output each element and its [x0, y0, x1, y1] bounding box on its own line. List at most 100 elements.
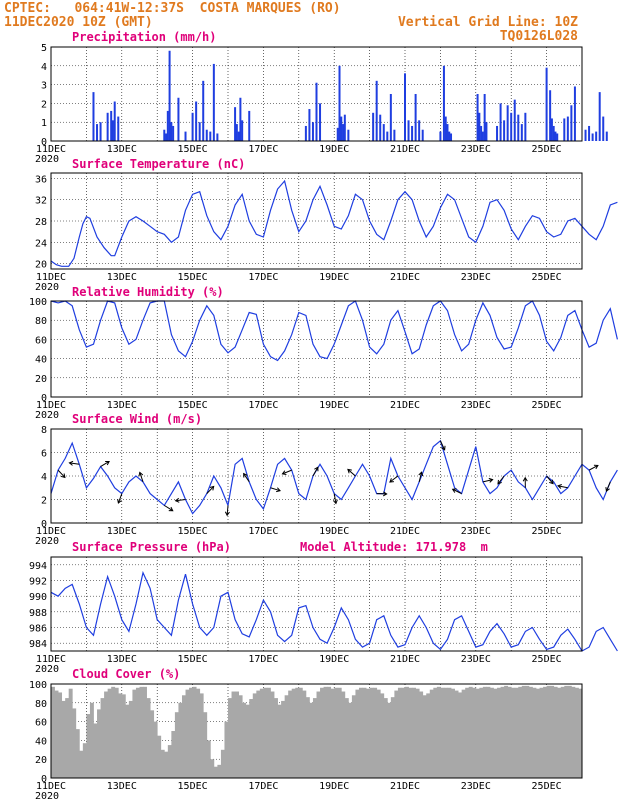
precip-bar: [567, 117, 569, 141]
rh-ytick-label: 40: [35, 355, 47, 366]
temp-ytick-label: 20: [35, 260, 47, 271]
cloud-bar: [263, 688, 267, 778]
precip-bar: [316, 83, 318, 141]
cloud-xtick-label: 25DEC: [532, 781, 562, 792]
precip-bar: [404, 73, 406, 141]
wind-xtick-label: 19DEC: [319, 526, 349, 537]
precip-year-label: 2020: [35, 154, 59, 165]
cloud-bar: [175, 712, 179, 778]
precip-bar: [524, 113, 526, 141]
cloud-bar: [235, 692, 239, 778]
precip-xtick-label: 13DEC: [107, 144, 137, 155]
precip-bar: [588, 126, 590, 141]
cloud-bar: [405, 687, 409, 778]
wind-xtick-label: 13DEC: [107, 526, 137, 537]
cloud-bar: [423, 695, 427, 778]
cloud-bar: [171, 731, 175, 778]
cloud-bar: [249, 699, 253, 778]
cloud-bar: [529, 687, 533, 778]
precip-bar: [337, 128, 339, 141]
precip-bar: [446, 124, 448, 141]
cloud-bar: [348, 703, 352, 778]
cloud-bar: [111, 687, 115, 778]
wind-xtick-label: 15DEC: [178, 526, 208, 537]
cloud-bar: [412, 688, 416, 778]
cloud-bar: [115, 688, 119, 778]
wind-year-label: 2020: [35, 536, 59, 547]
precip-bar: [312, 122, 314, 141]
precip-bar: [496, 126, 498, 141]
cloud-bar: [147, 698, 151, 778]
cloud-year-label: 2020: [35, 791, 59, 800]
wind-xtick-label: 17DEC: [248, 526, 278, 537]
cloud-bar: [210, 759, 214, 778]
precip-bar: [342, 124, 344, 141]
temp-ytick-label: 28: [35, 217, 47, 228]
precip-xtick-label: 23DEC: [461, 144, 491, 155]
cloud-bar: [281, 701, 285, 778]
cloud-bar: [327, 687, 331, 778]
cloud-bar: [547, 686, 551, 778]
precip-bar: [192, 113, 194, 141]
cloud-bar: [76, 729, 80, 778]
precip-bar: [169, 51, 171, 141]
cloud-bar: [497, 688, 501, 778]
wind-xtick-label: 21DEC: [390, 526, 420, 537]
header-station: CPTEC: 064:41W-12:37S COSTA MARQUES (RO): [4, 1, 341, 16]
rh-ytick-label: 20: [35, 374, 47, 385]
precip-bar: [418, 120, 420, 141]
cloud-bar: [458, 692, 462, 778]
precip-bar: [445, 117, 447, 141]
cloud-bar: [479, 688, 483, 778]
cloud-bar: [380, 693, 384, 778]
precip-xtick-label: 19DEC: [319, 144, 349, 155]
cloud-bar: [285, 695, 289, 778]
cloud-bar: [377, 690, 381, 778]
cloud-bar: [317, 692, 321, 778]
precip-ytick-label: 2: [41, 99, 47, 110]
precip-xtick-label: 25DEC: [532, 144, 562, 155]
cloud-bar: [203, 712, 207, 778]
precip-bar: [202, 81, 204, 141]
cloud-bar: [444, 688, 448, 778]
precip-bar: [595, 132, 597, 141]
cloud-bar: [522, 686, 526, 778]
precip-bar: [480, 126, 482, 141]
cloud-bar: [564, 686, 568, 778]
rh-xtick-label: 23DEC: [461, 400, 491, 411]
cloud-bar: [58, 692, 62, 778]
precip-bar: [507, 105, 509, 141]
precip-bar: [422, 130, 424, 141]
temp-xtick-label: 23DEC: [461, 272, 491, 283]
cloud-bar: [455, 691, 459, 778]
cloud-bar: [83, 743, 87, 778]
precip-xtick-label: 21DEC: [390, 144, 420, 155]
cloud-xtick-label: 19DEC: [319, 781, 349, 792]
cloud-xtick-label: 23DEC: [461, 781, 491, 792]
temp-xtick-label: 21DEC: [390, 272, 420, 283]
temp-ytick-label: 32: [35, 196, 47, 207]
cloud-bar: [72, 708, 76, 778]
cloud-bar: [437, 687, 441, 778]
temp-xtick-label: 13DEC: [107, 272, 137, 283]
cloud-bar: [221, 750, 225, 778]
cloud-bar: [384, 698, 388, 778]
cloud-bar: [239, 695, 243, 778]
precip-bar: [448, 132, 450, 141]
cloud-bar: [65, 698, 69, 778]
cloud-bar: [224, 722, 228, 778]
cloud-bar: [401, 688, 405, 778]
temp-xtick-label: 17DEC: [248, 272, 278, 283]
pressure-year-label: 2020: [35, 664, 59, 675]
precip-bar: [107, 113, 109, 141]
precip-ytick-label: 1: [41, 118, 47, 129]
cloud-bar: [242, 703, 246, 778]
cloud-bar: [313, 698, 317, 778]
precip-bar: [110, 111, 112, 141]
precip-bar: [92, 92, 94, 141]
cloud-bar: [550, 686, 554, 778]
cloud-bar: [143, 687, 147, 778]
cloud-bar: [122, 694, 126, 778]
cloud-bar: [355, 690, 359, 778]
